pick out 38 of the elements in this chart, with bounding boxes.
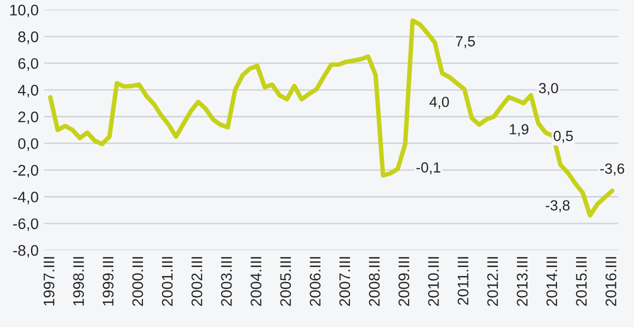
annotation: -3,6 — [600, 163, 624, 176]
x-tick-label: 2012.III — [487, 257, 498, 306]
y-tick-label: 4,0 — [18, 84, 38, 98]
y-tick-label: 2,0 — [18, 112, 38, 124]
y-tick-label: 10,0 — [10, 4, 38, 18]
x-tick-label: 2004.III — [250, 257, 262, 306]
x-tick-label: 2013.III — [516, 257, 528, 306]
annotation: 1,9 — [510, 124, 528, 136]
x-tick-label: 2002.III — [191, 257, 202, 306]
annotation: -0,1 — [416, 162, 440, 174]
x-tick-label: 2006.III — [310, 257, 321, 306]
annotation: -3,8 — [546, 200, 570, 212]
y-tick-label: -8,0 — [13, 245, 38, 258]
x-tick-label: 2008.III — [368, 257, 380, 306]
x-tick-label: 2014.III — [546, 257, 558, 306]
annotation: 7,5 — [456, 36, 475, 48]
annotation: 3,0 — [538, 82, 558, 96]
y-tick-label: 0,0 — [18, 138, 38, 151]
x-tick-label: 2000.III — [132, 257, 144, 306]
x-tick-label: 2003.III — [221, 257, 232, 306]
x-tick-label: 2001.III — [162, 257, 173, 306]
y-tick-label: -2,0 — [13, 164, 38, 178]
annotation: 0,5 — [554, 130, 573, 143]
y-tick-label: -6,0 — [13, 218, 38, 231]
x-tick-label: 1999.III — [102, 257, 114, 306]
y-tick-label: 6,0 — [18, 58, 38, 71]
y-tick-label: -4,0 — [13, 192, 38, 204]
x-tick-label: 2011.III — [458, 257, 468, 305]
x-tick-label: 2007.III — [339, 257, 350, 306]
x-tick-label: 2005.III — [280, 257, 291, 306]
x-tick-label: 1997.III — [44, 257, 54, 306]
x-tick-label: 2010.III — [428, 257, 439, 306]
x-tick-label: 2009.III — [398, 257, 410, 306]
annotation: 4,0 — [430, 96, 449, 109]
y-tick-label: 8,0 — [18, 31, 38, 44]
x-tick-label: 1998.III — [73, 257, 84, 306]
x-tick-label: 2015.III — [576, 257, 587, 306]
x-tick-label: 2016.III — [606, 257, 616, 306]
